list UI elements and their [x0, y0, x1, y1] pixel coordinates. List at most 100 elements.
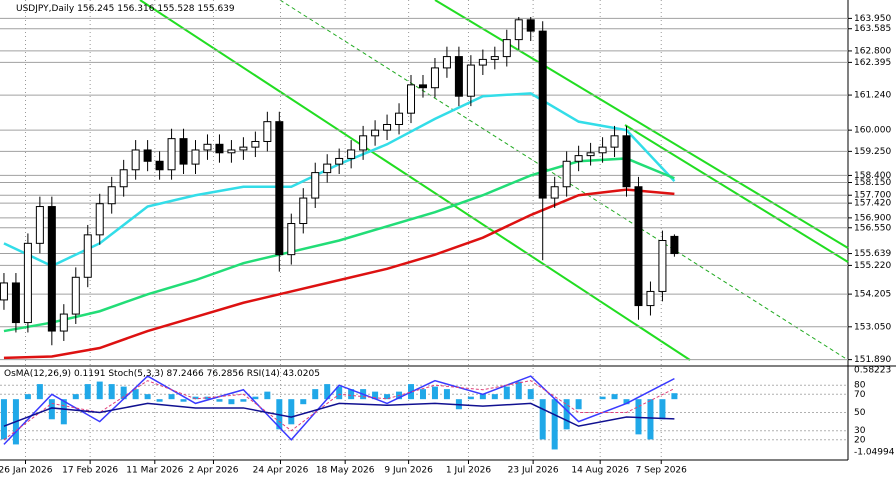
indicator-value: 0.1191: [74, 369, 106, 379]
candle-body: [574, 155, 583, 162]
x-tick-label: 18 May 2026: [316, 466, 375, 476]
candle-body: [490, 56, 499, 60]
candle-body: [143, 149, 152, 162]
histogram-bar: [348, 389, 355, 400]
candle-body: [251, 140, 260, 148]
candle-body: [442, 56, 451, 69]
histogram-bar: [503, 386, 510, 400]
y2-tick-label: -1.04994: [854, 447, 895, 457]
histogram-bar: [36, 384, 43, 400]
y-tick-label: 20: [854, 435, 866, 445]
candle-body: [131, 149, 140, 171]
histogram-bar: [312, 389, 319, 400]
histogram-bar: [515, 381, 522, 400]
y-tick-label: 159.250: [854, 147, 891, 157]
x-tick-label: 24 Apr 2026: [253, 466, 309, 476]
histogram-bar: [264, 391, 271, 400]
histogram-bar: [443, 389, 450, 400]
histogram-bar: [372, 391, 379, 400]
candle-body: [311, 172, 320, 199]
candle-body: [83, 234, 92, 278]
candle-body: [335, 157, 344, 165]
histogram-bar: [144, 394, 151, 400]
candle-body: [263, 121, 272, 142]
indicator-line: [3, 375, 675, 445]
ohlc-value: 155.528: [157, 4, 194, 14]
y-tick-label: 156.900: [854, 213, 891, 223]
histogram-bar: [48, 399, 55, 420]
symbol: USDJPY,Daily: [16, 4, 75, 14]
y-tick-label: 155.220: [854, 261, 891, 271]
candle-body: [203, 143, 212, 151]
indicator-name: OsMA(12,26,9): [4, 369, 71, 379]
candle-body: [71, 276, 80, 315]
indicator-value: 76.2856: [207, 369, 244, 379]
candle-body: [418, 84, 427, 89]
histogram-bar: [575, 399, 582, 410]
candle-body: [275, 121, 284, 256]
y2-tick-label: 0.58223: [854, 365, 891, 375]
trend-line: [139, 0, 691, 361]
histogram-bar: [671, 393, 678, 400]
histogram-bar: [551, 399, 558, 450]
histogram-bar: [659, 399, 666, 420]
indicator-line: [3, 380, 675, 441]
chart-header: USDJPY,Daily 156.245 156.316 155.528 155…: [16, 4, 235, 14]
histogram-bar: [491, 394, 498, 400]
histogram-bar: [419, 389, 426, 400]
candle-body: [35, 206, 44, 244]
histogram-bar: [132, 389, 139, 400]
candle-body: [598, 146, 607, 154]
indicator-name: Stoch(5,3,3): [108, 369, 163, 379]
histogram-bar: [240, 399, 247, 402]
indicator-value: 87.2466: [167, 369, 204, 379]
histogram-bar: [84, 384, 91, 400]
x-tick-label: 9 Jun 2026: [384, 466, 433, 476]
x-tick-label: 7 Sep 2026: [636, 466, 688, 476]
candle-body: [47, 206, 56, 332]
y-tick-label: 153.050: [854, 322, 891, 332]
candle-body: [478, 58, 487, 66]
candle-body: [383, 123, 392, 131]
trend-line: [624, 124, 849, 263]
candle-body: [359, 135, 368, 151]
histogram-bar: [228, 399, 235, 405]
candle-body: [407, 84, 416, 114]
candle-body: [227, 149, 236, 154]
y-tick-label: 158.400: [854, 171, 891, 181]
histogram-bar: [24, 394, 31, 400]
y-tick-label: 154.205: [854, 290, 891, 300]
candle-body: [155, 160, 164, 171]
x-tick-label: 14 Aug 2026: [571, 466, 629, 476]
y-tick-label: 162.395: [854, 58, 891, 68]
candle-body: [430, 67, 439, 89]
candle-body: [395, 112, 404, 125]
candle-body: [347, 149, 356, 159]
candle-body: [11, 282, 20, 324]
x-tick-label: 1 Jul 2026: [446, 466, 491, 476]
histogram-bar: [336, 386, 343, 400]
histogram-bar: [623, 399, 630, 405]
histogram-bar: [180, 399, 187, 402]
histogram-bar: [0, 399, 7, 440]
candle-body: [670, 235, 679, 255]
candle-body: [371, 129, 380, 137]
candle-body: [514, 19, 523, 41]
histogram-bar: [204, 396, 211, 400]
candle-body: [538, 30, 547, 199]
y-tick-label: 50: [854, 408, 866, 418]
candle-body: [622, 135, 631, 188]
histogram-bar: [479, 394, 486, 400]
candle-body: [634, 186, 643, 307]
candle-body: [191, 149, 200, 165]
candle-body: [646, 290, 655, 307]
y-tick-label: 157.420: [854, 199, 891, 209]
candle-body: [179, 138, 188, 165]
y-tick-label: 163.950: [854, 14, 891, 24]
x-tick-label: 17 Feb 2026: [62, 466, 118, 476]
candle-body: [610, 135, 619, 148]
histogram-bar: [156, 399, 163, 402]
candle-body: [167, 138, 176, 171]
